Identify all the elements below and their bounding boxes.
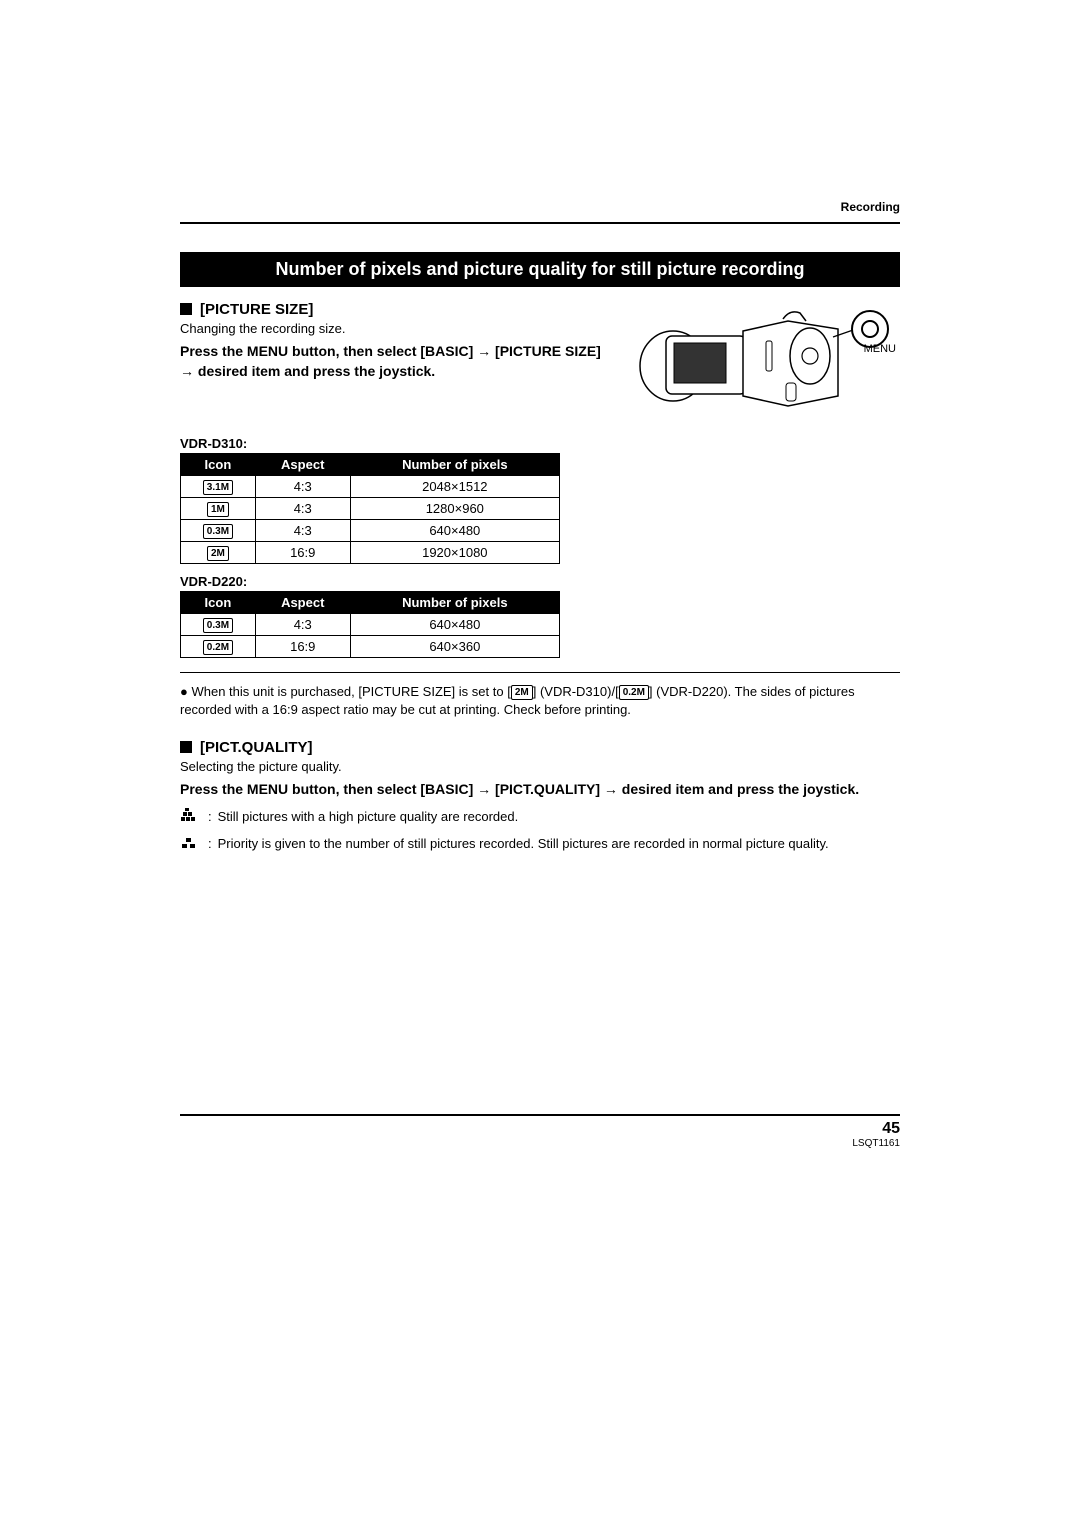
size-icon: 2M xyxy=(207,546,229,561)
table-row: 0.2M 16:9 640×360 xyxy=(181,636,560,658)
table-row: 3.1M 4:3 2048×1512 xyxy=(181,476,560,498)
size-icon: 2M xyxy=(511,685,533,700)
picture-size-row: [PICTURE SIZE] Changing the recording si… xyxy=(180,301,900,416)
model-d220-label: VDR-D220: xyxy=(180,574,900,589)
page-banner: Number of pixels and picture quality for… xyxy=(180,252,900,287)
pixels-cell: 640×360 xyxy=(350,636,559,658)
table-row: 2M 16:9 1920×1080 xyxy=(181,542,560,564)
size-icon: 0.3M xyxy=(203,618,233,633)
icon-cell: 0.2M xyxy=(181,636,256,658)
aspect-cell: 16:9 xyxy=(255,542,350,564)
quality-normal-row: : Priority is given to the number of sti… xyxy=(180,835,900,854)
pict-quality-subtext: Selecting the picture quality. xyxy=(180,759,900,774)
header-aspect: Aspect xyxy=(255,592,350,614)
picture-size-text: [PICTURE SIZE] Changing the recording si… xyxy=(180,301,615,381)
pixels-cell: 640×480 xyxy=(350,614,559,636)
pixels-cell: 2048×1512 xyxy=(350,476,559,498)
pict-quality-heading-text: [PICT.QUALITY] xyxy=(200,739,313,756)
icon-cell: 1M xyxy=(181,498,256,520)
doc-id: LSQT1161 xyxy=(180,1138,900,1149)
d220-table: Icon Aspect Number of pixels 0.3M 4:3 64… xyxy=(180,591,560,658)
header-pixels: Number of pixels xyxy=(350,592,559,614)
table-header-row: Icon Aspect Number of pixels xyxy=(181,592,560,614)
aspect-cell: 4:3 xyxy=(255,614,350,636)
divider-rule xyxy=(180,672,900,673)
picture-size-heading-text: [PICTURE SIZE] xyxy=(200,301,313,318)
aspect-cell: 4:3 xyxy=(255,476,350,498)
page-number: 45 xyxy=(180,1120,900,1138)
footer-rule xyxy=(180,1114,900,1116)
d310-table: Icon Aspect Number of pixels 3.1M 4:3 20… xyxy=(180,453,560,564)
aspect-cell: 16:9 xyxy=(255,636,350,658)
table-header-row: Icon Aspect Number of pixels xyxy=(181,454,560,476)
bullet-icon xyxy=(180,303,192,315)
aspect-cell: 4:3 xyxy=(255,498,350,520)
size-icon: 1M xyxy=(207,502,229,517)
section-label: Recording xyxy=(180,200,900,214)
picture-size-instruction: Press the MENU button, then select [BASI… xyxy=(180,342,615,381)
pixels-cell: 1280×960 xyxy=(350,498,559,520)
normal-quality-icon xyxy=(180,835,202,854)
icon-cell: 0.3M xyxy=(181,614,256,636)
camera-icon xyxy=(638,301,898,416)
size-icon: 3.1M xyxy=(203,480,233,495)
colon: : xyxy=(208,808,212,826)
pict-quality-instruction: Press the MENU button, then select [BASI… xyxy=(180,780,900,800)
aspect-cell: 4:3 xyxy=(255,520,350,542)
model-d310-label: VDR-D310: xyxy=(180,436,900,451)
table-row: 1M 4:3 1280×960 xyxy=(181,498,560,520)
pict-quality-heading: [PICT.QUALITY] xyxy=(180,739,900,756)
normal-quality-text: Priority is given to the number of still… xyxy=(218,835,829,853)
table-row: 0.3M 4:3 640×480 xyxy=(181,520,560,542)
table-row: 0.3M 4:3 640×480 xyxy=(181,614,560,636)
quality-fine-row: : Still pictures with a high picture qua… xyxy=(180,808,900,827)
fine-quality-icon xyxy=(180,808,202,827)
page-footer: 45 LSQT1161 xyxy=(180,1120,900,1149)
colon: : xyxy=(208,835,212,853)
icon-cell: 0.3M xyxy=(181,520,256,542)
size-icon: 0.2M xyxy=(619,685,649,700)
pixels-cell: 1920×1080 xyxy=(350,542,559,564)
header-icon: Icon xyxy=(181,454,256,476)
size-icon: 0.2M xyxy=(203,640,233,655)
camera-illustration: MENU xyxy=(635,301,900,416)
header-aspect: Aspect xyxy=(255,454,350,476)
size-icon: 0.3M xyxy=(203,524,233,539)
icon-cell: 3.1M xyxy=(181,476,256,498)
fine-quality-text: Still pictures with a high picture quali… xyxy=(218,808,519,826)
note-mid: ] (VDR-D310)/[ xyxy=(533,684,619,699)
pixels-cell: 640×480 xyxy=(350,520,559,542)
icon-cell: 2M xyxy=(181,542,256,564)
menu-label: MENU xyxy=(864,343,896,355)
bullet-icon xyxy=(180,741,192,753)
header-icon: Icon xyxy=(181,592,256,614)
header-pixels: Number of pixels xyxy=(350,454,559,476)
top-rule xyxy=(180,222,900,224)
purchase-note: ● When this unit is purchased, [PICTURE … xyxy=(180,683,900,719)
note-prefix: ● When this unit is purchased, [PICTURE … xyxy=(180,684,511,699)
picture-size-subtext: Changing the recording size. xyxy=(180,321,615,336)
picture-size-heading: [PICTURE SIZE] xyxy=(180,301,615,318)
pict-quality-section: [PICT.QUALITY] Selecting the picture qua… xyxy=(180,739,900,854)
